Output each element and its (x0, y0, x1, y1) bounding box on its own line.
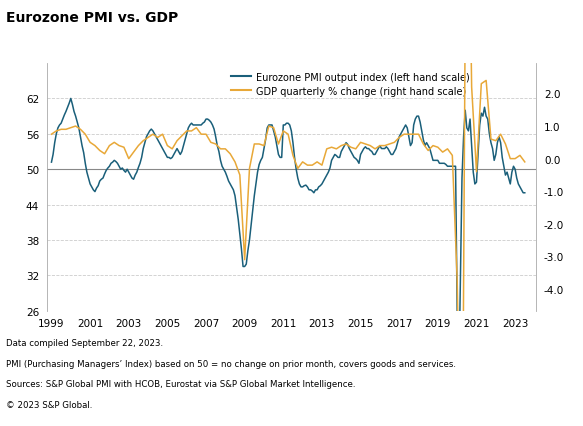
Text: Eurozone PMI vs. GDP: Eurozone PMI vs. GDP (6, 11, 178, 25)
Text: Data compiled September 22, 2023.: Data compiled September 22, 2023. (6, 339, 163, 348)
Text: © 2023 S&P Global.: © 2023 S&P Global. (6, 400, 92, 409)
Text: Sources: S&P Global PMI with HCOB, Eurostat via S&P Global Market Intelligence.: Sources: S&P Global PMI with HCOB, Euros… (6, 380, 355, 389)
Text: PMI (Purchasing Managers’ Index) based on 50 = no change on prior month, covers : PMI (Purchasing Managers’ Index) based o… (6, 359, 456, 368)
Legend: Eurozone PMI output index (left hand scale), GDP quarterly % change (right hand : Eurozone PMI output index (left hand sca… (227, 69, 473, 101)
